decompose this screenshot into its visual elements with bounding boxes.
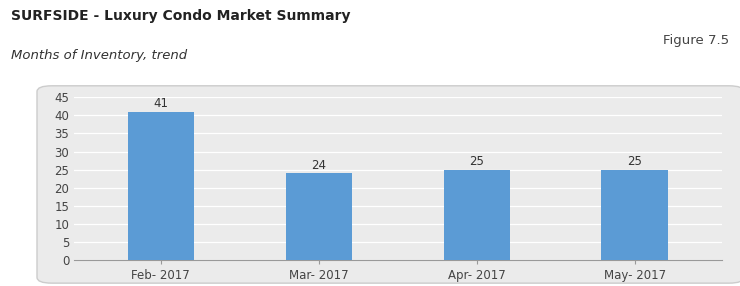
Text: Figure 7.5: Figure 7.5 [663, 34, 729, 47]
Text: SURFSIDE - Luxury Condo Market Summary: SURFSIDE - Luxury Condo Market Summary [11, 9, 351, 23]
Text: 24: 24 [312, 159, 326, 172]
Text: ©condoblackbook.com: ©condoblackbook.com [134, 118, 144, 239]
Bar [602, 170, 667, 260]
Text: Months of Inventory, trend: Months of Inventory, trend [11, 49, 187, 61]
Text: 25: 25 [628, 155, 642, 168]
Text: 41: 41 [153, 97, 169, 110]
Bar [286, 173, 352, 260]
Text: 25: 25 [469, 155, 484, 168]
Bar [128, 112, 194, 260]
Bar [443, 170, 510, 260]
